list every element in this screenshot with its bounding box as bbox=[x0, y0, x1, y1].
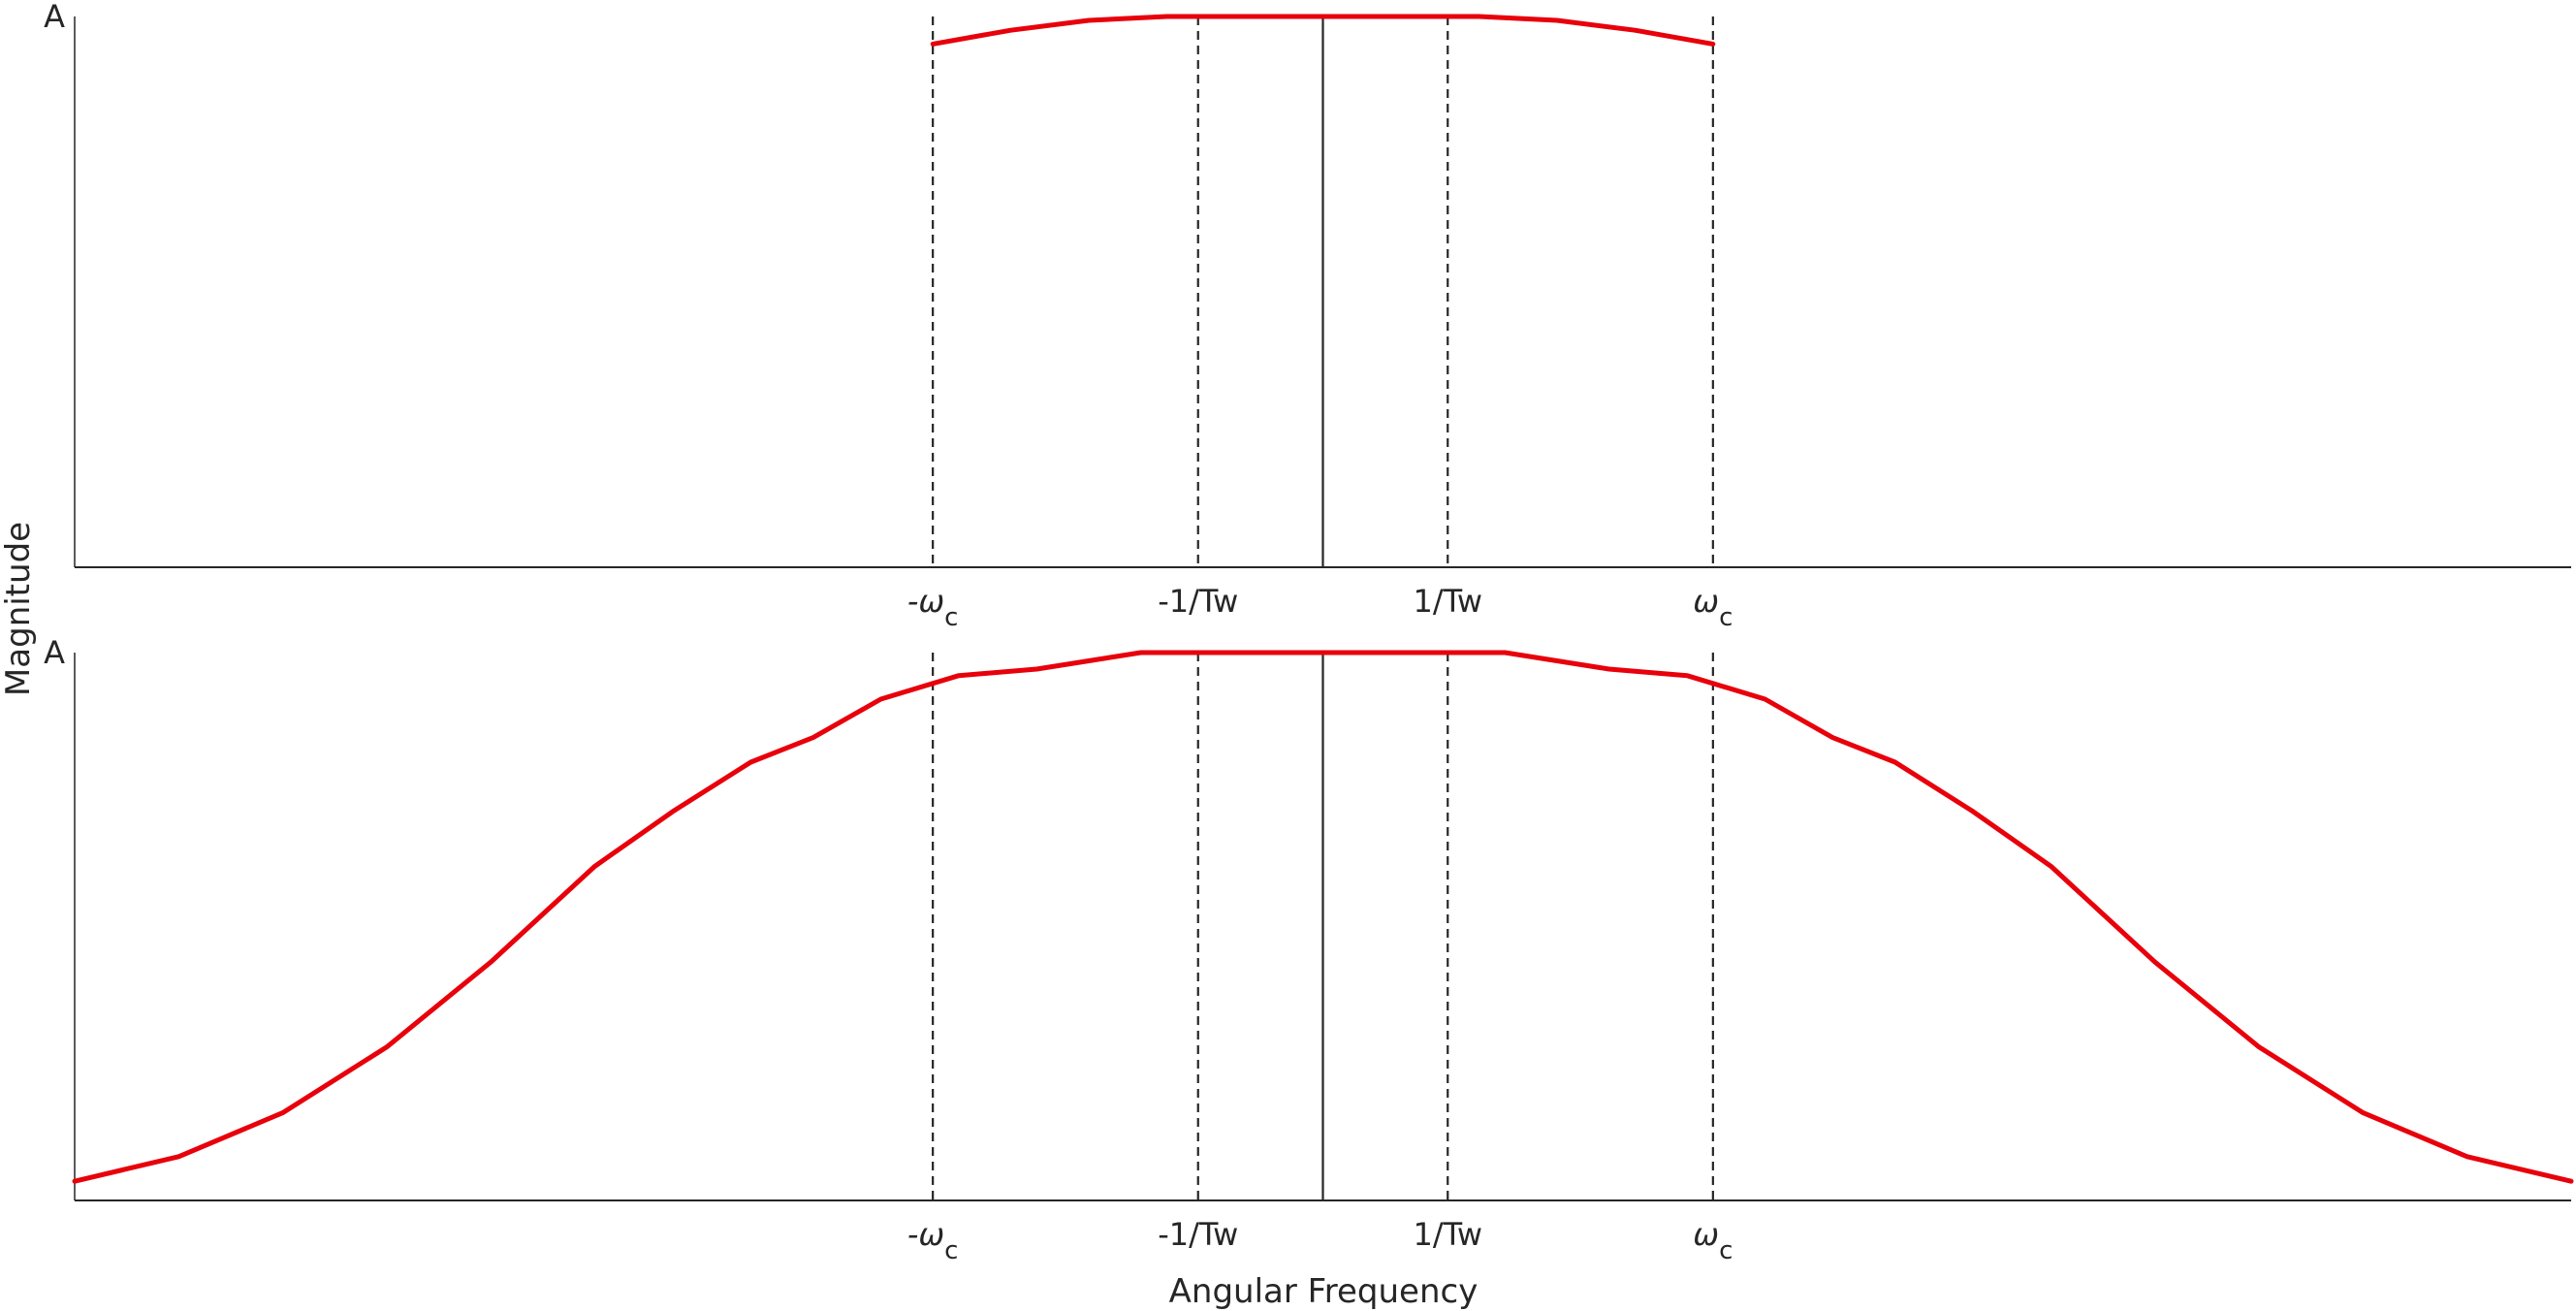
series-line bbox=[930, 14, 1716, 47]
x-tick-label: -ωc bbox=[907, 583, 959, 632]
top-panel: A-ωc -1/Tw 1/Tw ωc bbox=[44, 0, 2571, 632]
x-tick-label: ωc bbox=[1693, 583, 1733, 632]
x-tick-label: -1/Tw bbox=[1158, 583, 1238, 620]
y-tick-label: A bbox=[44, 634, 65, 671]
y-tick-label: A bbox=[44, 0, 65, 35]
x-tick-label-text: -1/Tw bbox=[1158, 1216, 1238, 1253]
x-tick-label: -ωc bbox=[907, 1216, 959, 1265]
x-tick-label-subscript: c bbox=[944, 1236, 958, 1265]
x-tick-label-text: ω bbox=[1693, 583, 1719, 620]
y-axis-label: Magnitude bbox=[0, 522, 38, 696]
x-tick-label-text: 1/Tw bbox=[1413, 1216, 1482, 1253]
x-tick-label-text: ω bbox=[1693, 1216, 1719, 1253]
x-tick-label-text: 1/Tw bbox=[1413, 583, 1482, 620]
x-tick-label-text: -ω bbox=[907, 583, 944, 620]
x-tick-label-subscript: c bbox=[1719, 603, 1733, 632]
x-tick-label: 1/Tw bbox=[1413, 583, 1482, 620]
x-tick-label-text: -ω bbox=[907, 1216, 944, 1253]
series-line bbox=[72, 650, 2574, 1184]
x-tick-label-subscript: c bbox=[944, 603, 958, 632]
x-axis-label: Angular Frequency bbox=[1169, 1272, 1479, 1311]
x-tick-label-text: -1/Tw bbox=[1158, 583, 1238, 620]
x-tick-label: 1/Tw bbox=[1413, 1216, 1482, 1253]
x-tick-label: -1/Tw bbox=[1158, 1216, 1238, 1253]
x-tick-label-subscript: c bbox=[1719, 1236, 1733, 1265]
x-tick-label: ωc bbox=[1693, 1216, 1733, 1265]
bottom-panel: A-ωc -1/Tw 1/Tw ωc bbox=[44, 634, 2574, 1265]
